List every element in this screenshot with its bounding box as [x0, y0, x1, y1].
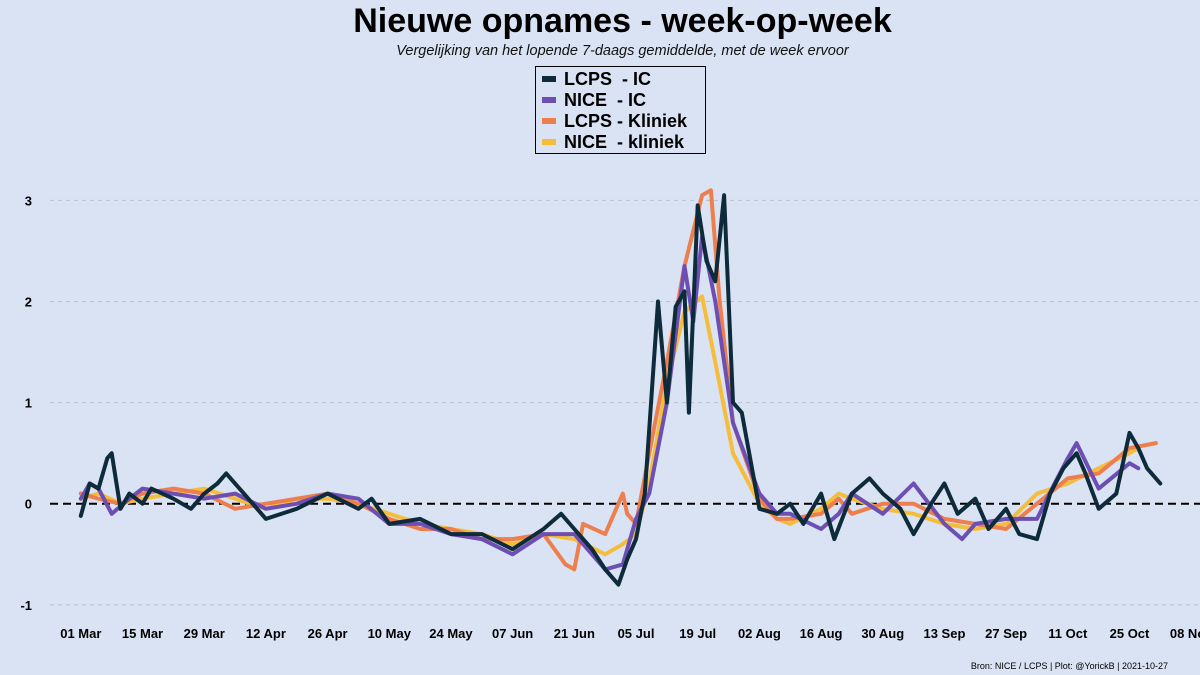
legend: LCPS - IC NICE - IC LCPS - Kliniek NICE …: [535, 66, 706, 154]
series-line-lcps-ic: [78, 193, 1163, 587]
x-axis-ticks: 01 Mar 15 Mar 29 Mar 12 Apr 26 Apr 10 May 24 M…: [60, 626, 1200, 641]
x-tick-label: 15 Mar: [122, 626, 163, 641]
y-tick-label: 2: [25, 295, 32, 310]
x-tick-label: 13 Sep: [923, 626, 965, 641]
y-tick-label: 0: [25, 497, 32, 512]
x-tick-label: 21 Jun: [554, 626, 595, 641]
legend-item-nice-ic: NICE - IC: [542, 90, 646, 110]
series-line-nice-kliniek: [78, 294, 1141, 557]
legend-label: LCPS - Kliniek: [564, 110, 688, 131]
chart-subtitle: Vergelijking van het lopende 7-daags gem…: [396, 43, 849, 59]
legend-swatch-lcps-kliniek: [542, 118, 556, 124]
x-tick-label: 10 May: [368, 626, 412, 641]
x-tick-label: 11 Oct: [1048, 626, 1088, 641]
y-tick-label: -1: [20, 598, 32, 613]
legend-swatch-nice-ic: [542, 97, 556, 103]
x-tick-label: 25 Oct: [1110, 626, 1150, 641]
x-tick-label: 29 Mar: [184, 626, 225, 641]
legend-item-nice-kliniek: NICE - kliniek: [542, 132, 684, 152]
x-tick-label: 07 Jun: [492, 626, 533, 641]
x-tick-label: 02 Aug: [738, 626, 781, 641]
legend-item-lcps-kliniek: LCPS - Kliniek: [542, 111, 687, 131]
legend-label: NICE - IC: [564, 89, 647, 110]
source-caption: Bron: NICE / LCPS | Plot: @YorickB | 202…: [970, 661, 1168, 671]
legend-label: NICE - kliniek: [564, 131, 685, 152]
legend-label: LCPS - IC: [564, 68, 652, 89]
y-tick-label: 3: [25, 193, 32, 208]
x-tick-label: 16 Aug: [800, 626, 843, 641]
legend-swatch-lcps-ic: [542, 76, 556, 82]
x-tick-label: 19 Jul: [679, 626, 716, 641]
y-tick-label: 1: [25, 396, 32, 411]
x-tick-label: 27 Sep: [985, 626, 1027, 641]
series-line-lcps-kliniek: [78, 188, 1158, 572]
y-axis-ticks: -1 0 1 2 3: [20, 193, 32, 612]
x-tick-label: 01 Mar: [60, 626, 101, 641]
x-tick-label: 08 Nov: [1170, 626, 1200, 641]
x-tick-label: 12 Apr: [246, 626, 286, 641]
series-lines: [78, 188, 1163, 587]
x-tick-label: 26 Apr: [308, 626, 348, 641]
legend-swatch-nice-kliniek: [542, 139, 556, 145]
x-tick-label: 30 Aug: [861, 626, 904, 641]
chart-title: Nieuwe opnames - week-op-week: [353, 2, 892, 40]
x-tick-label: 05 Jul: [618, 626, 655, 641]
legend-item-lcps-ic: LCPS - IC: [542, 69, 651, 89]
x-tick-label: 24 May: [429, 626, 473, 641]
